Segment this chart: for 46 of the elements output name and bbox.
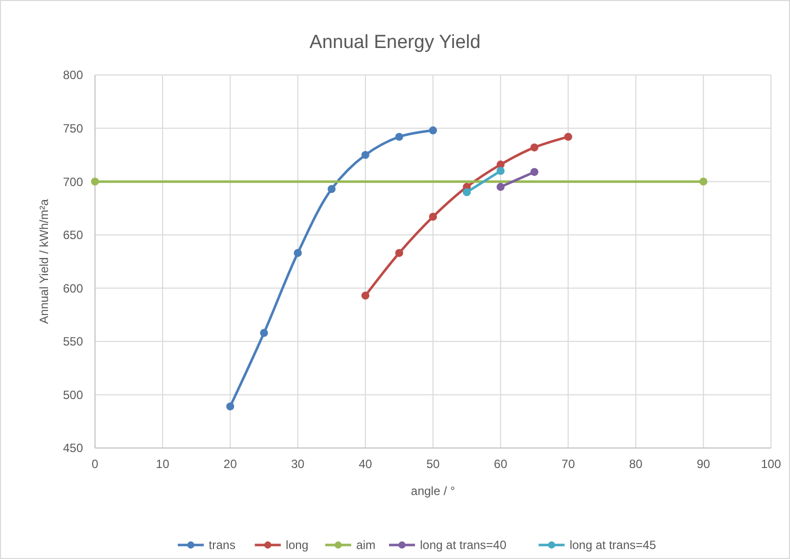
x-tick-label: 100	[760, 457, 782, 471]
y-axis-title: Annual Yield / kWh/m²a	[37, 198, 51, 324]
point	[699, 178, 708, 186]
point	[91, 178, 99, 186]
legend-label: long at trans=40	[420, 538, 507, 552]
y-tick-label: 450	[62, 441, 84, 456]
point	[530, 168, 538, 176]
point	[462, 188, 471, 196]
legend-label: trans	[208, 538, 236, 552]
point	[429, 212, 437, 221]
x-axis-title: angle / °	[410, 484, 456, 498]
legend-label: long	[286, 538, 308, 552]
point	[361, 150, 370, 159]
y-tick-label: 700	[62, 174, 84, 189]
point	[260, 328, 268, 337]
point	[429, 126, 437, 134]
point	[395, 132, 404, 141]
legend-label: aim	[356, 538, 376, 552]
x-tick-label: 70	[562, 457, 576, 471]
x-tick-label: 60	[494, 457, 508, 471]
x-tick-label: 0	[92, 457, 99, 471]
y-tick-label: 550	[62, 334, 84, 349]
point	[361, 292, 370, 300]
chart-title: Annual Energy Yield	[309, 32, 481, 53]
point	[395, 248, 404, 257]
x-tick-label: 20	[224, 457, 238, 471]
point	[496, 166, 505, 175]
legend-label: long at trans=45	[570, 538, 656, 552]
point	[328, 185, 336, 194]
y-tick-label: 600	[62, 281, 84, 296]
x-tick-label: 10	[156, 457, 170, 471]
x-tick-label: 90	[696, 457, 710, 471]
x-tick-label: 30	[291, 457, 305, 471]
x-tick-label: 50	[426, 457, 440, 471]
point	[226, 402, 234, 410]
point	[496, 160, 505, 168]
point	[530, 143, 538, 152]
y-tick-label: 650	[62, 228, 84, 242]
x-tick-label: 80	[629, 457, 643, 471]
point	[564, 132, 572, 141]
point	[294, 248, 302, 257]
point	[496, 182, 505, 191]
x-tick-label: 40	[358, 457, 372, 471]
y-tick-label: 800	[62, 68, 84, 82]
y-tick-label: 500	[62, 388, 84, 402]
y-tick-label: 750	[62, 121, 84, 136]
